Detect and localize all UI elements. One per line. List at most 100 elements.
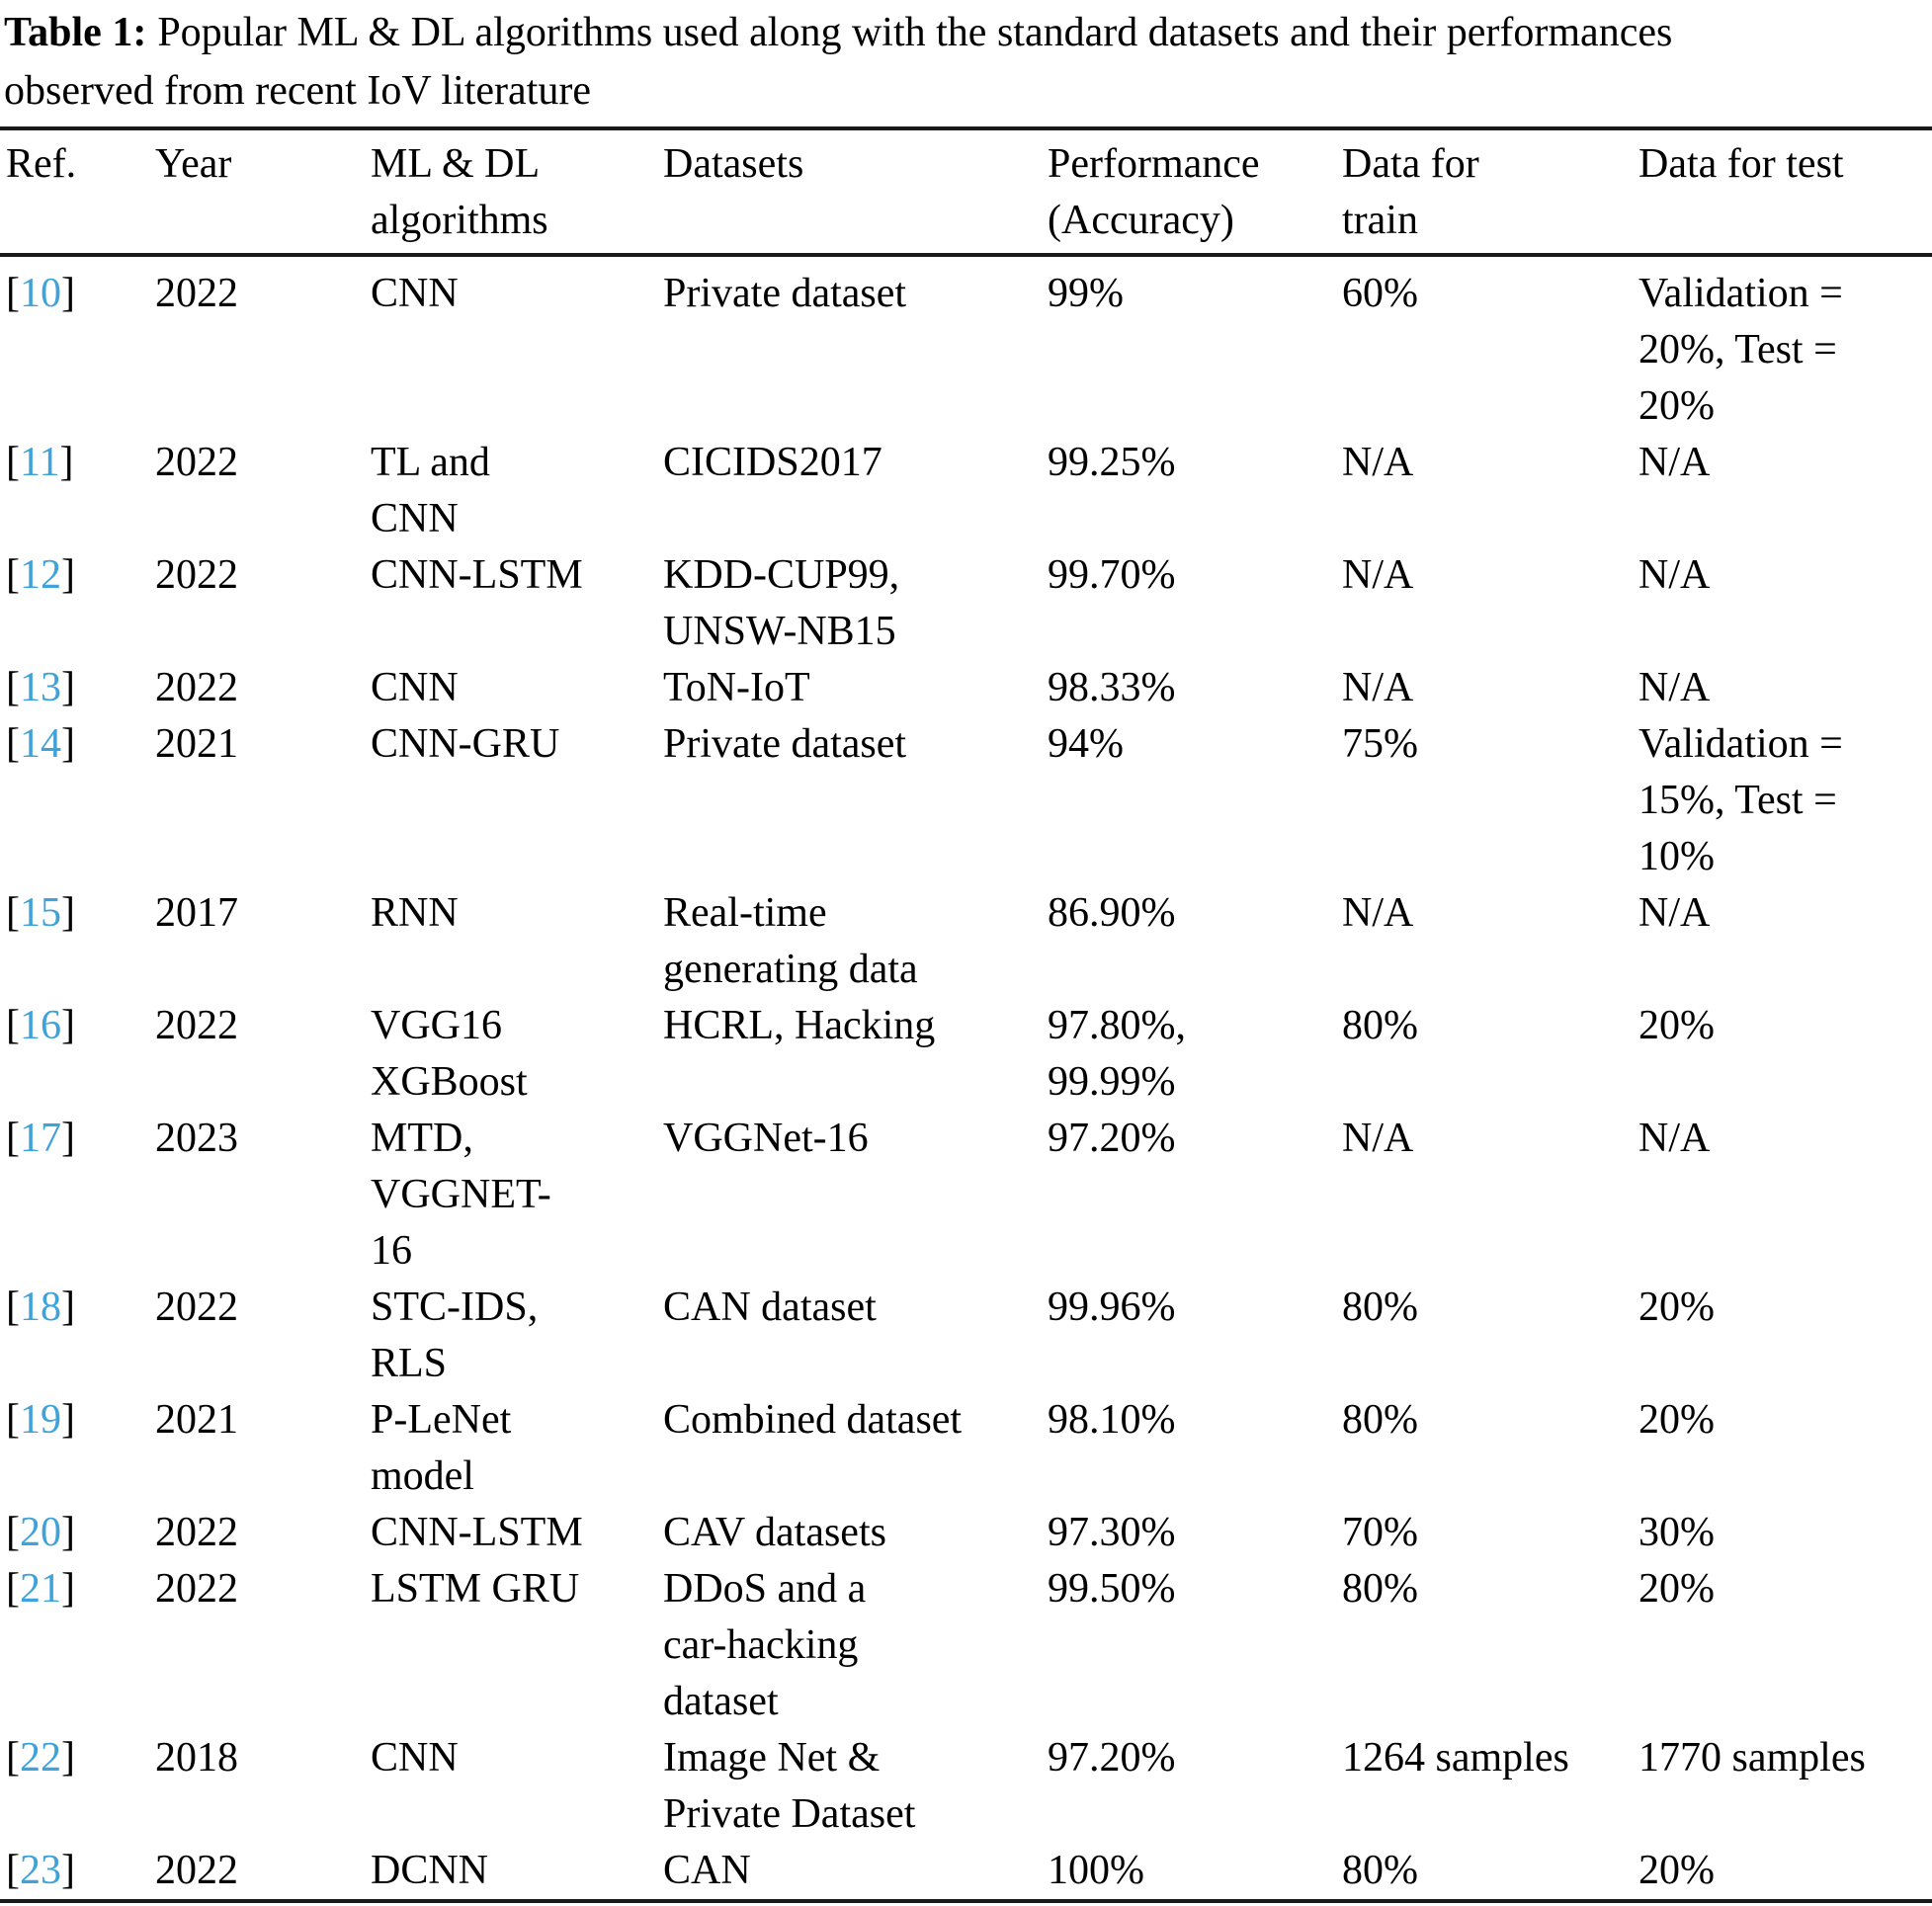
ref-citation-link[interactable]: 11	[20, 440, 60, 485]
datasets-cell: Private dataset	[663, 271, 907, 316]
algorithms-cell: RNN	[371, 890, 459, 936]
performance-cell: 98.10%	[1048, 1397, 1176, 1443]
datasets-cell: CAN dataset	[663, 1284, 877, 1330]
ref-citation-link[interactable]: 12	[20, 552, 61, 598]
data-for-train-cell: 80%	[1342, 1397, 1418, 1443]
data-for-train-cell: N/A	[1342, 665, 1414, 710]
ref-citation-link[interactable]: 21	[20, 1566, 61, 1612]
table-header: Ref. Year ML & DL algorithms Datasets Pe…	[0, 128, 1932, 257]
table-row: [21] 2022 LSTM GRU DDoS and a car-hackin…	[0, 1561, 1932, 1730]
ref-bracket-close: ]	[61, 1566, 75, 1612]
data-for-test-cell: N/A	[1638, 1116, 1711, 1161]
ref-bracket-open: [	[6, 1116, 20, 1161]
year-cell: 2022	[155, 1510, 238, 1555]
performance-cell: 97.80%, 99.99%	[1048, 1003, 1186, 1105]
ref-citation-link[interactable]: 22	[20, 1735, 61, 1781]
datasets-cell: DDoS and a car-hacking dataset	[663, 1566, 867, 1724]
table-row: [19] 2021 P-LeNet model Combined dataset…	[0, 1392, 1932, 1505]
ref-citation-link[interactable]: 10	[20, 271, 61, 316]
datasets-cell: Combined dataset	[663, 1397, 963, 1443]
year-cell: 2022	[155, 271, 238, 316]
table-row: [10] 2022 CNN Private dataset 99% 60% Va…	[0, 255, 1932, 435]
table-row: [12] 2022 CNN-LSTM KDD-CUP99, UNSW-NB15 …	[0, 547, 1932, 660]
ref-cell: [13]	[0, 660, 155, 716]
performance-cell: 97.20%	[1048, 1735, 1176, 1781]
ref-bracket-open: [	[6, 1735, 20, 1781]
ref-cell: [19]	[0, 1392, 155, 1505]
data-for-test-cell: N/A	[1638, 890, 1711, 936]
ref-bracket-close: ]	[61, 721, 75, 767]
algorithms-cell: CNN-LSTM	[371, 552, 583, 598]
ref-bracket-close: ]	[61, 665, 75, 710]
year-cell: 2022	[155, 665, 238, 710]
ref-citation-link[interactable]: 14	[20, 721, 61, 767]
algorithms-cell: STC-IDS, RLS	[371, 1284, 539, 1386]
ref-cell: [16]	[0, 998, 155, 1111]
datasets-cell: Image Net & Private Dataset	[663, 1735, 916, 1837]
performance-cell: 94%	[1048, 721, 1124, 767]
performance-cell: 98.33%	[1048, 665, 1176, 710]
ref-citation-link[interactable]: 15	[20, 890, 61, 936]
ref-cell: [15]	[0, 885, 155, 998]
ref-citation-link[interactable]: 19	[20, 1397, 61, 1443]
data-for-train-cell: 60%	[1342, 271, 1418, 316]
ref-bracket-close: ]	[59, 440, 74, 485]
algorithms-cell: LSTM GRU	[371, 1566, 580, 1612]
performance-cell: 99.50%	[1048, 1566, 1176, 1612]
data-for-test-cell: 20%	[1638, 1566, 1715, 1612]
data-for-test-cell: Validation = 20%, Test = 20%	[1638, 271, 1843, 429]
ref-bracket-open: [	[6, 1284, 20, 1330]
data-for-train-cell: 75%	[1342, 721, 1418, 767]
datasets-cell: CICIDS2017	[663, 440, 882, 485]
ref-bracket-open: [	[6, 665, 20, 710]
ref-bracket-open: [	[6, 1003, 20, 1048]
table-row: [15] 2017 RNN Real-time generating data …	[0, 885, 1932, 998]
data-for-test-cell: 30%	[1638, 1510, 1715, 1555]
ref-citation-link[interactable]: 18	[20, 1284, 61, 1330]
ref-citation-link[interactable]: 17	[20, 1116, 61, 1161]
table-row: [22] 2018 CNN Image Net & Private Datase…	[0, 1730, 1932, 1843]
ref-cell: [12]	[0, 547, 155, 660]
year-cell: 2021	[155, 721, 238, 767]
algorithms-cell: CNN	[371, 665, 459, 710]
data-for-test-cell: 1770 samples	[1638, 1735, 1866, 1781]
ref-citation-link[interactable]: 20	[20, 1510, 61, 1555]
year-cell: 2022	[155, 1284, 238, 1330]
ref-citation-link[interactable]: 16	[20, 1003, 61, 1048]
data-for-train-cell: N/A	[1342, 1116, 1414, 1161]
performance-cell: 99.96%	[1048, 1284, 1176, 1330]
table-row: [16] 2022 VGG16 XGBoost HCRL, Hacking 97…	[0, 998, 1932, 1111]
column-header-datasets: Datasets	[663, 128, 1048, 257]
ref-bracket-close: ]	[61, 890, 75, 936]
table-caption-label: Table 1:	[4, 10, 147, 55]
ref-bracket-open: [	[6, 552, 20, 598]
ref-bracket-open: [	[6, 1848, 20, 1893]
ref-bracket-close: ]	[61, 1510, 75, 1555]
data-for-train-cell: 1264 samples	[1342, 1735, 1569, 1781]
ref-bracket-open: [	[6, 1510, 20, 1555]
ref-bracket-close: ]	[61, 552, 75, 598]
algorithms-cell: CNN	[371, 271, 459, 316]
datasets-cell: ToN-IoT	[663, 665, 810, 710]
column-header-data-for-test: Data for test	[1638, 128, 1932, 257]
data-for-train-cell: 80%	[1342, 1284, 1418, 1330]
year-cell: 2022	[155, 1566, 238, 1612]
ref-bracket-close: ]	[61, 1735, 75, 1781]
ref-citation-link[interactable]: 23	[20, 1848, 61, 1893]
ref-cell: [11]	[0, 435, 155, 547]
table-row: [17] 2023 MTD, VGGNET- 16 VGGNet-16 97.2…	[0, 1111, 1932, 1280]
ref-citation-link[interactable]: 13	[20, 665, 61, 710]
data-for-test-cell: 20%	[1638, 1848, 1715, 1893]
ref-cell: [21]	[0, 1561, 155, 1730]
data-for-train-cell: N/A	[1342, 552, 1414, 598]
ref-bracket-open: [	[6, 721, 20, 767]
algorithms-cell: CNN	[371, 1735, 459, 1781]
table-row: [14] 2021 CNN-GRU Private dataset 94% 75…	[0, 716, 1932, 885]
ref-bracket-open: [	[6, 1397, 20, 1443]
table-row: [20] 2022 CNN-LSTM CAV datasets 97.30% 7…	[0, 1505, 1932, 1561]
table-row: [23] 2022 DCNN CAN 100% 80% 20%	[0, 1843, 1932, 1901]
ref-bracket-open: [	[6, 440, 20, 485]
data-for-test-cell: 20%	[1638, 1397, 1715, 1443]
algorithms-cell: VGG16 XGBoost	[371, 1003, 528, 1105]
